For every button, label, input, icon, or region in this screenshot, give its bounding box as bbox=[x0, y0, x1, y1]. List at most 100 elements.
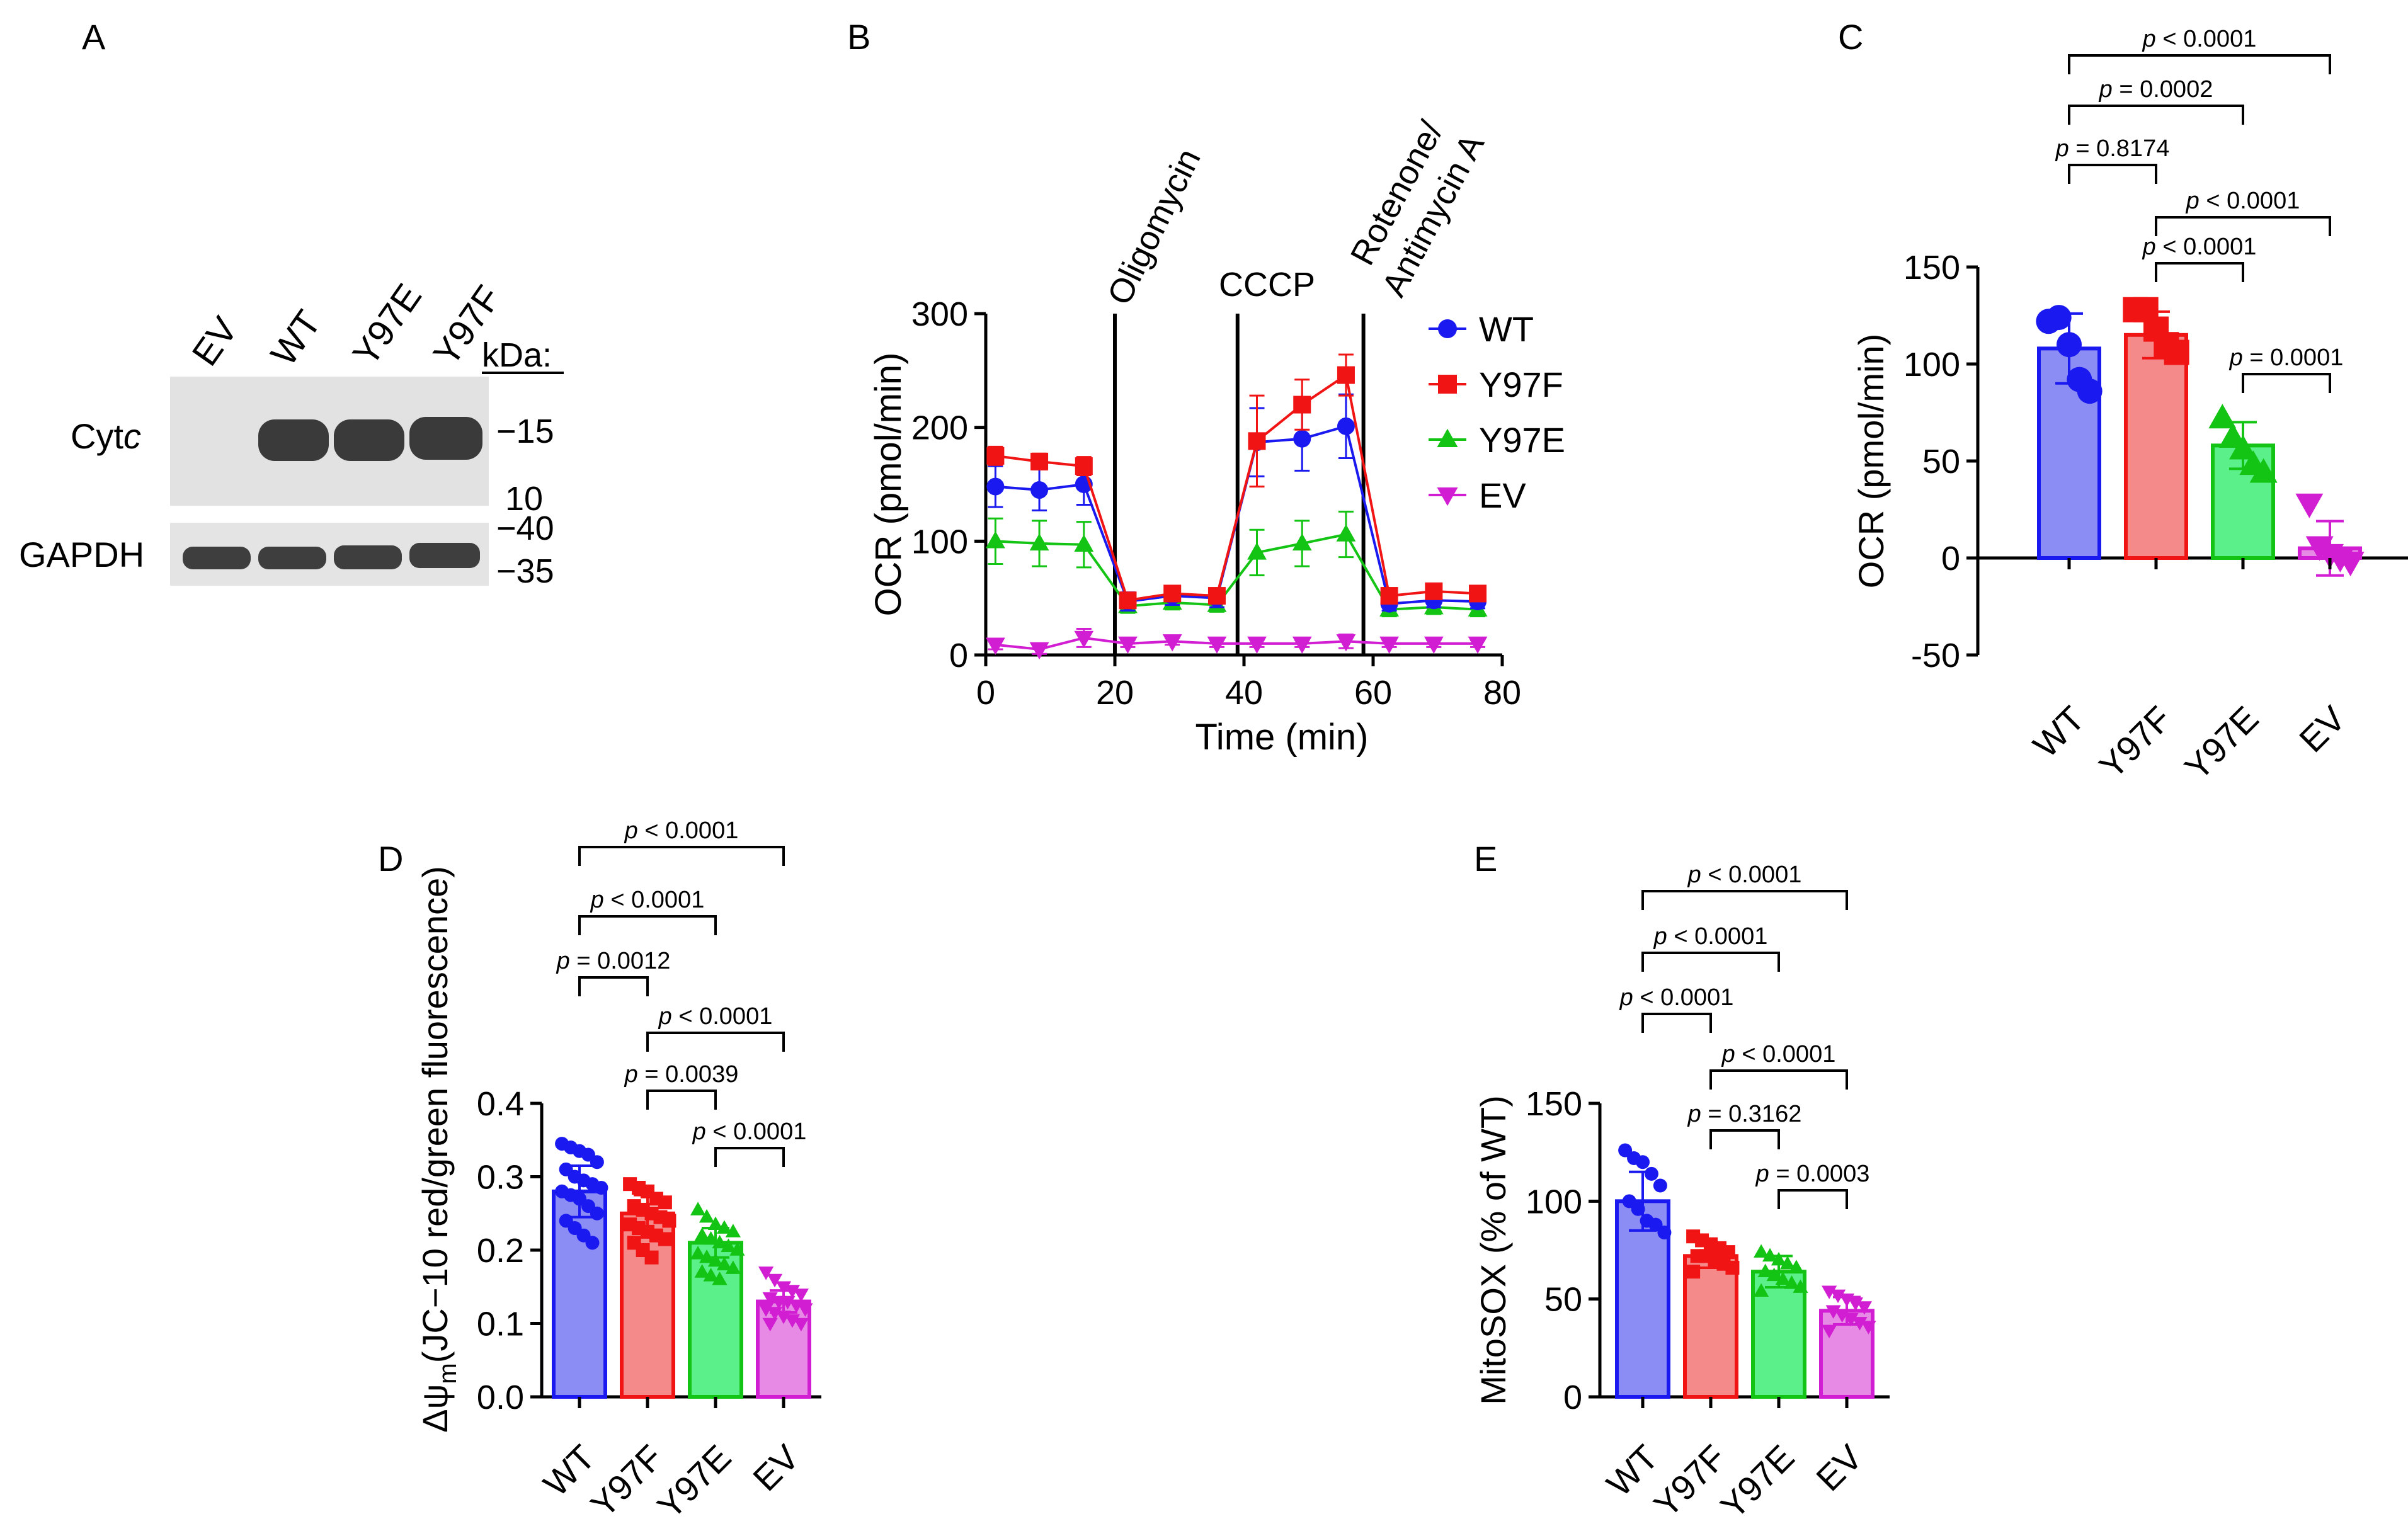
x-tick-label: EV bbox=[1808, 1437, 1870, 1498]
p-value-label: p = 0.0039 bbox=[624, 1061, 739, 1088]
data-point bbox=[1788, 1260, 1804, 1273]
data-point bbox=[1725, 1260, 1740, 1275]
y-tick-label: 50 bbox=[1544, 1281, 1582, 1319]
p-value-label: p < 0.0001 bbox=[2142, 234, 2257, 260]
data-point bbox=[2057, 332, 2082, 358]
data-point bbox=[2164, 339, 2189, 365]
row-label-cytc: Cytc bbox=[71, 416, 141, 456]
data-point bbox=[1721, 1245, 1735, 1260]
y-tick-label: 0.1 bbox=[477, 1306, 524, 1343]
p-value-label: p < 0.0001 bbox=[1653, 923, 1768, 950]
y-tick-label: 300 bbox=[911, 295, 968, 333]
data-point bbox=[1247, 636, 1267, 654]
significance-bracket bbox=[2155, 216, 2331, 236]
data-point bbox=[694, 1264, 710, 1278]
data-point bbox=[1757, 1263, 1773, 1277]
p-value-label: p = 0.8174 bbox=[2055, 135, 2170, 162]
data-point bbox=[1762, 1248, 1778, 1262]
data-point bbox=[1856, 1301, 1872, 1315]
p-value-label: p < 0.0001 bbox=[2186, 188, 2300, 214]
data-point bbox=[1771, 1251, 1787, 1266]
significance-bracket bbox=[2068, 54, 2331, 74]
legend-label: EV bbox=[1479, 475, 1526, 515]
data-point bbox=[662, 1214, 676, 1228]
legend-marker bbox=[1438, 319, 1457, 338]
annotation-oligomycin: Oligomycin bbox=[1100, 143, 1208, 310]
data-point bbox=[690, 1246, 706, 1260]
x-tick-label: EV bbox=[745, 1437, 807, 1498]
panel-label-a: A bbox=[82, 17, 106, 57]
data-point bbox=[784, 1314, 801, 1328]
p-value-label: p = 0.0003 bbox=[1755, 1161, 1870, 1187]
data-point bbox=[767, 1307, 783, 1321]
data-point bbox=[1162, 634, 1182, 652]
panel-label-b: B bbox=[847, 17, 870, 57]
lane-label: Y97E bbox=[345, 276, 430, 373]
y-tick-label: 200 bbox=[911, 409, 968, 447]
marker-label: −15 bbox=[496, 413, 554, 450]
data-point bbox=[1292, 636, 1312, 654]
data-point bbox=[1822, 1324, 1837, 1339]
data-point bbox=[2336, 552, 2365, 577]
y-tick-label: 50 bbox=[1922, 443, 1960, 481]
x-tick-label: Y97F bbox=[583, 1437, 670, 1525]
p-value-label: p < 0.0001 bbox=[590, 887, 705, 913]
y-axis-title: OCR (pmol/min) bbox=[1851, 334, 1891, 588]
cytc-band bbox=[258, 419, 329, 461]
significance-bracket bbox=[1641, 952, 1780, 972]
p-value-label: p < 0.0001 bbox=[692, 1118, 807, 1145]
x-tick-label: EV bbox=[2291, 698, 2353, 760]
y-tick-label: 100 bbox=[1903, 346, 1960, 384]
significance-bracket bbox=[1641, 890, 1848, 910]
data-point bbox=[644, 1250, 659, 1265]
x-tick-label: 60 bbox=[1354, 674, 1392, 712]
data-point bbox=[1754, 1283, 1769, 1297]
p-value-label: p < 0.0001 bbox=[1721, 1041, 1836, 1067]
y-tick-label: 150 bbox=[1903, 249, 1960, 287]
gapdh-band bbox=[334, 545, 402, 569]
data-point bbox=[758, 1266, 774, 1280]
x-tick-label: Y97F bbox=[1646, 1437, 1733, 1525]
y-tick-label: 150 bbox=[1526, 1085, 1582, 1123]
data-point bbox=[1030, 452, 1049, 470]
data-point bbox=[775, 1311, 792, 1324]
data-point bbox=[725, 1224, 741, 1238]
data-point bbox=[1631, 1202, 1645, 1216]
significance-bracket bbox=[1641, 1013, 1712, 1033]
x-tick-label: Y97F bbox=[2091, 698, 2179, 786]
data-point bbox=[793, 1318, 809, 1332]
data-point bbox=[1030, 481, 1049, 499]
data-point bbox=[1074, 534, 1094, 552]
data-point bbox=[793, 1289, 809, 1302]
data-point bbox=[2295, 493, 2324, 518]
data-point bbox=[1380, 587, 1398, 605]
data-point bbox=[775, 1281, 792, 1295]
data-point bbox=[712, 1234, 728, 1249]
series-line bbox=[995, 533, 1478, 611]
data-point bbox=[1793, 1279, 1808, 1293]
data-point bbox=[986, 447, 1005, 465]
data-point bbox=[1163, 584, 1182, 603]
data-point bbox=[780, 1295, 796, 1310]
data-point bbox=[716, 1220, 733, 1234]
row-label-gapdh: GAPDH bbox=[19, 535, 144, 574]
x-tick-label: 40 bbox=[1225, 674, 1263, 712]
y-axis-title: Δψm(JC−10 red/green fluorescence) bbox=[415, 866, 462, 1433]
p-value-label: p = 0.3162 bbox=[1687, 1101, 1802, 1127]
data-point bbox=[1074, 630, 1094, 648]
y-tick-label: 0.0 bbox=[477, 1379, 524, 1416]
p-value-label: p < 0.0001 bbox=[1619, 984, 1734, 1011]
legend-label: Y97E bbox=[1479, 420, 1565, 460]
data-point bbox=[1118, 636, 1138, 654]
data-point bbox=[1686, 1265, 1701, 1279]
data-point bbox=[1839, 1293, 1855, 1307]
data-point bbox=[1029, 533, 1049, 551]
gapdh-band bbox=[183, 547, 251, 569]
data-point bbox=[789, 1299, 804, 1314]
data-point bbox=[729, 1242, 745, 1256]
legend-marker bbox=[1438, 375, 1457, 394]
data-point bbox=[1822, 1285, 1837, 1299]
data-point bbox=[758, 1303, 774, 1317]
data-point bbox=[2229, 435, 2257, 460]
